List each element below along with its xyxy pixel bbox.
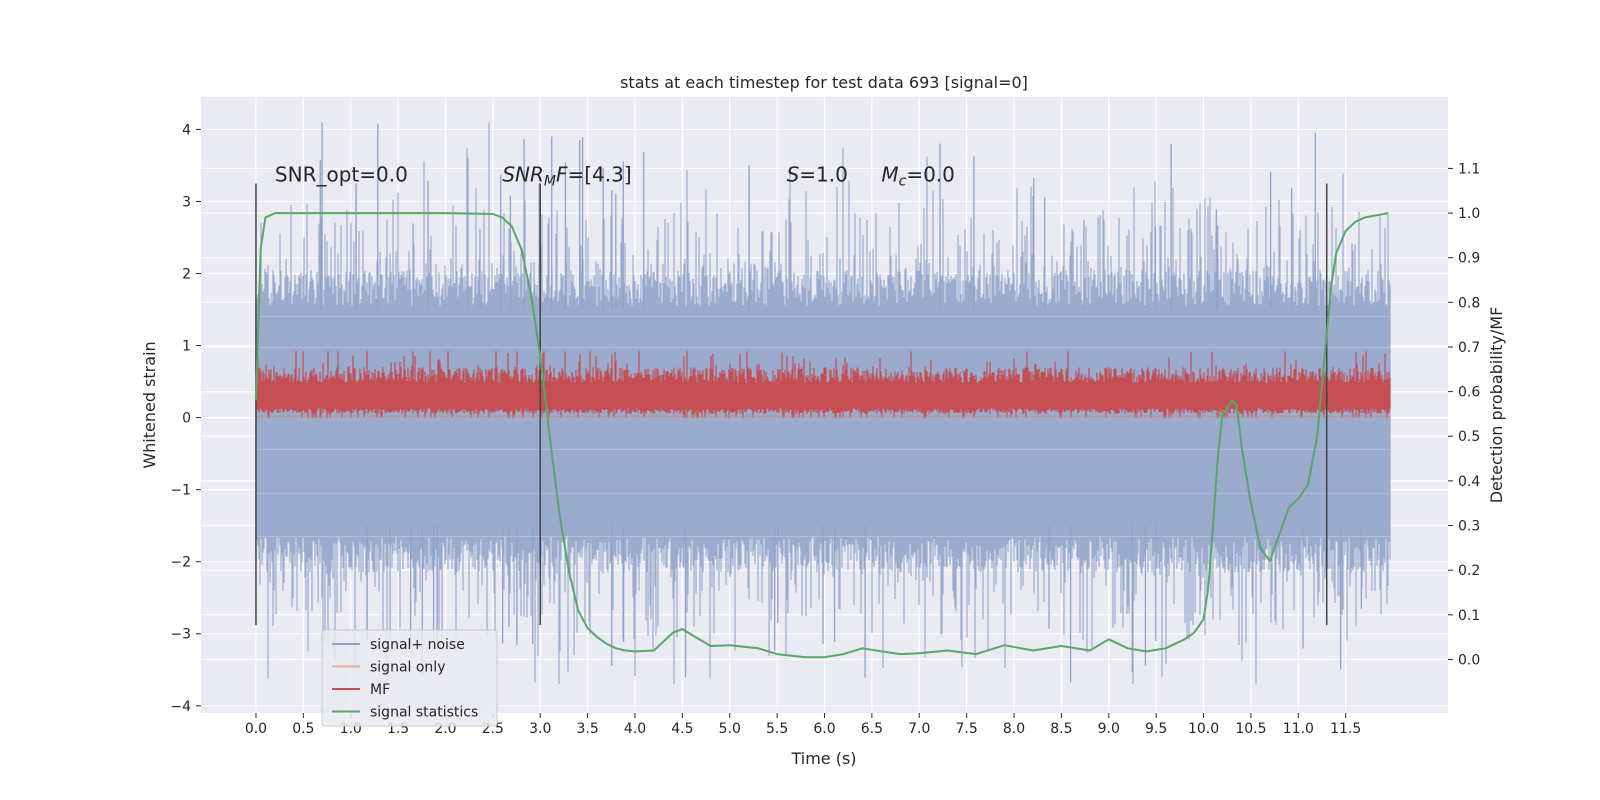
x-tick-label: 6.5 [861, 721, 883, 737]
annotation-text: SNR_opt=0.0 [275, 162, 408, 186]
x-tick-label: 9.5 [1145, 721, 1167, 737]
x-tick-label: 0.0 [245, 721, 267, 737]
y2-tick-label: 0.6 [1458, 385, 1480, 401]
vertical-markers [255, 183, 1328, 626]
y2-tick-label: 0.0 [1458, 652, 1480, 668]
y2-tick-label: 0.1 [1458, 608, 1480, 624]
y-tick-label: −3 [170, 627, 191, 643]
x-tick-label: 7.0 [908, 721, 930, 737]
y-tick-label: −1 [170, 483, 191, 499]
legend-label: signal statistics [370, 705, 478, 721]
y2-axis-ticks: 1.1 1.0 0.9 0.8 0.7 0.6 0.5 0.4 0.3 0.2 0.1 0.0 [1448, 161, 1480, 668]
signal-statistics-series [255, 212, 1389, 659]
y-axis-label: Whitened strain [140, 341, 159, 468]
annotation-part: =[4.3] [567, 162, 631, 186]
y-axis-ticks: 4 3 2 1 0 −1 −2 −3 −4 [170, 122, 201, 715]
annotation-part: S [787, 162, 800, 186]
annotation-text: S=1.0 [787, 162, 848, 186]
signal-statistics-line [255, 212, 1389, 659]
x-tick-label: 0.5 [292, 721, 314, 737]
chart-title: stats at each timestep for test data 693… [620, 73, 1028, 92]
y-tick-label: −4 [170, 699, 191, 715]
annotation-part: SNR_opt=0.0 [275, 162, 408, 186]
legend-box [321, 629, 498, 727]
x-tick-label: 4.5 [671, 721, 693, 737]
x-tick-label: 10.5 [1235, 721, 1266, 737]
legend: signal+ noise signal only MF signal statist… [321, 629, 498, 727]
y2-tick-label: 0.7 [1458, 340, 1480, 356]
x-tick-label: 8.5 [1050, 721, 1072, 737]
annotation-part: =0.0 [906, 162, 955, 186]
y-tick-label: 3 [182, 194, 191, 210]
y2-tick-label: 1.0 [1458, 206, 1480, 222]
x-tick-label: 7.5 [956, 721, 978, 737]
x-tick-label: 3.5 [576, 721, 598, 737]
signal-plus-noise-series [255, 122, 1391, 685]
y-tick-label: −2 [170, 555, 191, 571]
x-tick-label: 11.5 [1330, 721, 1361, 737]
annotation-part: F [556, 162, 568, 186]
y-tick-label: 4 [182, 122, 191, 138]
y2-tick-label: 0.2 [1458, 563, 1480, 579]
y2-axis-label: Detection probability/MF [1487, 307, 1506, 504]
x-tick-label: 4.0 [624, 721, 646, 737]
y2-tick-label: 0.5 [1458, 429, 1480, 445]
annotation-part: M [881, 162, 898, 186]
y2-tick-label: 0.9 [1458, 251, 1480, 267]
annotation-part: SNR [502, 162, 544, 186]
annotation-text: Mc=0.0 [881, 162, 955, 189]
x-tick-label: 11.0 [1283, 721, 1314, 737]
annotation-part: c [899, 173, 907, 189]
y2-tick-label: 0.3 [1458, 519, 1480, 535]
legend-label: MF [370, 682, 390, 698]
legend-label: signal+ noise [370, 637, 465, 653]
x-tick-label: 5.5 [766, 721, 788, 737]
legend-label: signal only [370, 660, 445, 676]
x-tick-label: 6.0 [813, 721, 835, 737]
y-tick-label: 2 [182, 267, 191, 283]
y-tick-label: 0 [182, 411, 191, 427]
annotation-part: M [544, 173, 556, 189]
x-axis-label: Time (s) [790, 749, 856, 768]
x-tick-label: 8.0 [1003, 721, 1025, 737]
x-tick-label: 5.0 [719, 721, 741, 737]
mf-series [255, 351, 1391, 418]
annotation-part: =1.0 [799, 162, 848, 186]
y2-tick-label: 1.1 [1458, 161, 1480, 177]
y2-tick-label: 0.4 [1458, 474, 1480, 490]
x-tick-label: 9.0 [1098, 721, 1120, 737]
x-tick-label: 3.0 [529, 721, 551, 737]
annotation-text: SNRMF=[4.3] [502, 162, 631, 189]
x-tick-label: 10.0 [1188, 721, 1219, 737]
y2-tick-label: 0.8 [1458, 295, 1480, 311]
y-tick-label: 1 [182, 339, 191, 355]
annotations: SNR_opt=0.0 SNRMF=[4.3] S=1.0 Mc=0.0 [275, 162, 955, 189]
